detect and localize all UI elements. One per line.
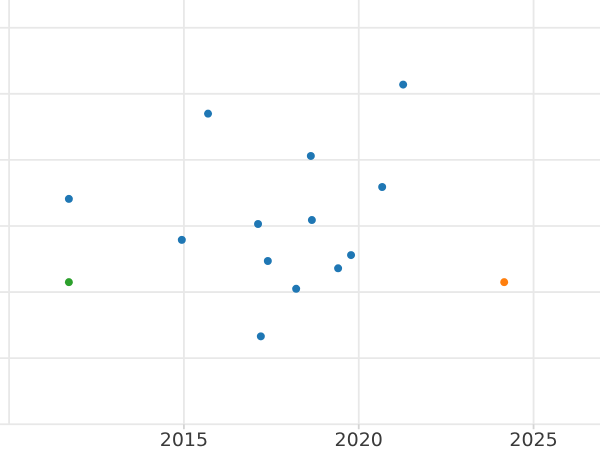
- series-green-point: [64, 278, 73, 287]
- series-blue-point: [263, 257, 272, 266]
- series-blue-point: [177, 235, 186, 244]
- series-blue-point: [307, 216, 316, 225]
- x-tick-label: 2020: [335, 429, 383, 450]
- series-blue: [64, 80, 408, 341]
- x-tick-label: 2025: [509, 429, 557, 450]
- series-blue-point: [334, 264, 343, 273]
- series-blue-point: [347, 251, 356, 260]
- series-blue-point: [204, 109, 213, 118]
- x-tick-label: 2015: [160, 429, 208, 450]
- series-blue-point: [292, 284, 301, 293]
- series-blue-point: [378, 183, 387, 192]
- x-axis: 2015 2020 2025: [160, 424, 558, 450]
- horizontal-gridlines: [0, 26, 600, 426]
- series-blue-point: [64, 194, 73, 203]
- series-green: [64, 278, 73, 287]
- series-orange: [500, 278, 509, 287]
- series-blue-point: [399, 80, 408, 89]
- series-blue-point: [306, 151, 315, 160]
- series-blue-point: [254, 220, 263, 229]
- vertical-gridlines: [8, 0, 535, 425]
- series-blue-point: [256, 332, 265, 341]
- series-orange-point: [500, 278, 509, 287]
